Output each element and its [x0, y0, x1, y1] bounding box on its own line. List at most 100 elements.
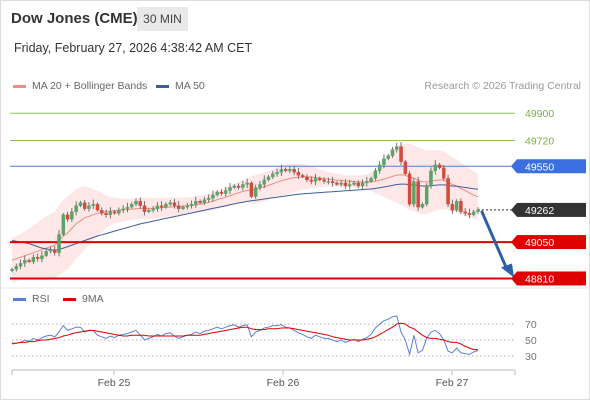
candle	[446, 174, 450, 208]
candle-body	[35, 257, 40, 259]
rsi-series-rsi	[11, 315, 479, 357]
candle	[330, 176, 335, 187]
level-tag-49550	[517, 159, 586, 174]
candle	[283, 167, 288, 173]
candle	[172, 199, 177, 209]
candle	[40, 251, 44, 263]
candle-body	[467, 213, 472, 215]
candle	[467, 208, 472, 219]
candle	[211, 190, 215, 202]
candle-body	[403, 161, 408, 174]
candle	[91, 199, 95, 210]
candle	[442, 165, 446, 181]
candle	[198, 199, 202, 205]
candle-body	[219, 191, 224, 194]
candle	[377, 161, 382, 174]
candle	[23, 255, 27, 267]
candle-body	[232, 185, 237, 188]
candle	[335, 181, 339, 186]
rsi-legend-swatch	[13, 297, 26, 301]
candle-body	[236, 185, 241, 188]
candle-body	[433, 164, 437, 171]
candle	[326, 177, 331, 185]
candle-body	[437, 164, 442, 168]
legend-item-ma50: MA 50	[156, 80, 205, 92]
time-tick-label-2: Feb 27	[436, 377, 469, 389]
forecast-arrow-head	[501, 263, 514, 278]
candle	[352, 181, 356, 186]
candle-body	[352, 182, 356, 185]
candle-body	[185, 205, 190, 208]
interval-badge[interactable]: 30 MIN	[137, 7, 188, 31]
candle-body	[429, 170, 433, 187]
candle	[44, 249, 48, 258]
candle-body	[454, 200, 459, 211]
rsi-tick-50: 50	[525, 335, 537, 347]
candle-body	[313, 178, 318, 182]
candle-body	[14, 266, 19, 270]
candle	[253, 184, 258, 199]
candle	[228, 182, 232, 195]
candle-body	[87, 205, 91, 209]
candle-body	[241, 184, 245, 188]
candle	[27, 258, 31, 264]
candle-body	[31, 257, 36, 262]
candle	[450, 199, 455, 214]
candle-body	[283, 169, 288, 171]
candle-body	[40, 255, 44, 259]
level-tag-pointer-49550	[511, 159, 517, 174]
candle	[134, 198, 138, 207]
candle-body	[258, 184, 262, 188]
candle	[271, 171, 275, 180]
candle-body	[365, 181, 369, 184]
candle-body	[377, 164, 382, 171]
candle-body	[339, 182, 343, 185]
candle-body	[442, 167, 446, 179]
candle-body	[305, 176, 309, 181]
candle	[300, 173, 305, 179]
candle	[369, 176, 373, 183]
candle	[476, 207, 480, 214]
candle-body	[395, 146, 399, 150]
candle	[129, 202, 134, 209]
candle-body	[390, 149, 395, 156]
candle	[309, 176, 314, 185]
candle	[365, 176, 369, 187]
candle	[275, 168, 279, 177]
candle	[61, 212, 66, 236]
candle-body	[296, 172, 301, 176]
rsi-series-9ma	[12, 322, 478, 351]
candle-body	[117, 210, 121, 214]
candle	[318, 176, 322, 182]
candle-body	[347, 184, 352, 187]
candle	[343, 179, 348, 189]
candle-body	[155, 205, 160, 209]
candle	[390, 146, 395, 158]
candle-body	[91, 204, 95, 206]
instrument-title: Dow Jones (CME)	[11, 10, 138, 27]
level-tag-48810	[517, 271, 586, 286]
level-tag-49050	[517, 235, 586, 250]
candle-body	[330, 181, 335, 184]
candle	[258, 180, 262, 191]
timestamp: Friday, February 27, 2026 4:38:42 AM CET	[14, 41, 253, 55]
candle	[322, 177, 326, 184]
candle-body	[65, 214, 70, 220]
candle-body	[172, 202, 177, 206]
candle-body	[10, 269, 14, 272]
candle-body	[142, 205, 147, 212]
rsi-tick-70: 70	[525, 319, 537, 331]
candle	[202, 196, 207, 205]
candle	[356, 180, 361, 189]
candle	[70, 208, 74, 223]
candle-body	[450, 204, 455, 211]
candle	[407, 171, 412, 207]
candle	[215, 190, 219, 197]
candle	[18, 259, 23, 270]
candle-body	[471, 211, 476, 215]
candle-body	[335, 182, 339, 185]
candle-body	[147, 210, 151, 212]
level-label-48810: 48810	[525, 273, 554, 285]
candle-body	[206, 197, 211, 200]
